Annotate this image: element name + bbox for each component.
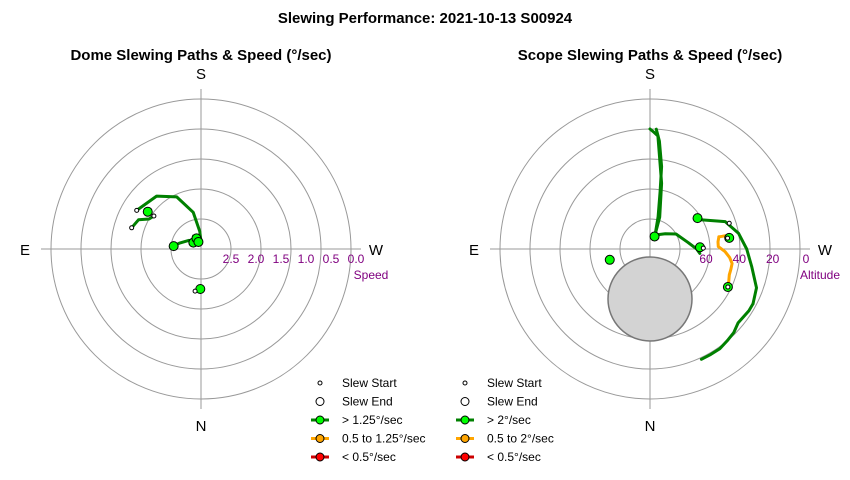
legend-label: > 1.25°/sec [342,413,403,427]
tick-label: 60 [699,252,713,266]
slew-start-marker [726,220,732,226]
tick-label: 1.0 [298,252,315,266]
direction-left: E [20,242,30,259]
panel-title: Dome Slewing Paths & Speed (°/sec) [70,47,331,64]
dome-panel: Dome Slewing Paths & Speed (°/sec) S E W N 2.… [20,47,426,464]
slew-start-marker [725,235,731,241]
legend-label: 0.5 to 1.25°/sec [342,432,426,446]
legend-label: Slew Start [487,376,542,390]
direction-right: W [369,242,384,259]
direction-bottom: N [645,418,656,435]
figure-title: Slewing Performance: 2021-10-13 S00924 [278,10,573,27]
slew-end-marker [193,236,204,247]
slew-start-marker [151,213,157,219]
legend-label: Slew End [487,395,538,409]
tick-label: 2.5 [223,252,240,266]
panel-title: Scope Slewing Paths & Speed (°/sec) [518,47,782,64]
slew-path-fast [699,302,755,361]
tick-label: 40 [733,252,747,266]
legend-end-symbol [315,397,325,406]
radial-axis-label: Altitude [800,268,840,282]
legend-label: > 2°/sec [487,413,531,427]
slew-start-marker [134,207,140,213]
legend-end-symbol [460,397,470,406]
tick-label: 20 [766,252,780,266]
legend-marker-slow [460,452,470,462]
slew-start-marker [700,245,706,251]
legend-marker-slow [315,452,325,462]
legend-label: < 0.5°/sec [487,450,541,464]
slew-end-marker [604,254,615,265]
direction-bottom: N [196,418,207,435]
slew-start-marker [129,225,135,231]
slew-start-marker [725,284,731,290]
direction-left: E [469,242,479,259]
slew-end-marker [142,206,153,217]
slew-path-fast [653,232,702,255]
slew-start-marker [192,288,198,294]
slew-end-marker [168,241,179,252]
legend-label: Slew Start [342,376,397,390]
tick-label: 2.0 [248,252,265,266]
legend-start-symbol [462,380,468,386]
slew-end-marker [692,213,703,224]
keepout-zone [607,256,693,342]
tick-label: 1.5 [273,252,290,266]
direction-top: S [196,66,206,83]
slew-path-fast [699,218,758,306]
radial-axis-label: Speed [354,268,389,282]
tick-label: 0.0 [348,252,365,266]
slew-path-medium [716,235,734,289]
legend-label: Slew End [342,395,393,409]
direction-right: W [818,242,833,259]
legend-marker-fast [315,415,325,425]
legend-marker-fast [460,415,470,425]
tick-label: 0.5 [323,252,340,266]
legend-marker-medium [460,434,470,443]
legend-marker-medium [315,434,325,443]
legend-start-symbol [317,380,323,386]
direction-top: S [645,66,655,83]
legend-label: < 0.5°/sec [342,450,396,464]
slew-path-fast [653,127,664,237]
slew-end-marker [649,231,660,242]
tick-label: 0 [803,252,810,266]
scope-panel: Scope Slewing Paths & Speed (°/sec) S E W N 6… [456,47,840,464]
slew-path-fast [130,214,156,230]
legend-label: 0.5 to 2°/sec [487,432,554,446]
